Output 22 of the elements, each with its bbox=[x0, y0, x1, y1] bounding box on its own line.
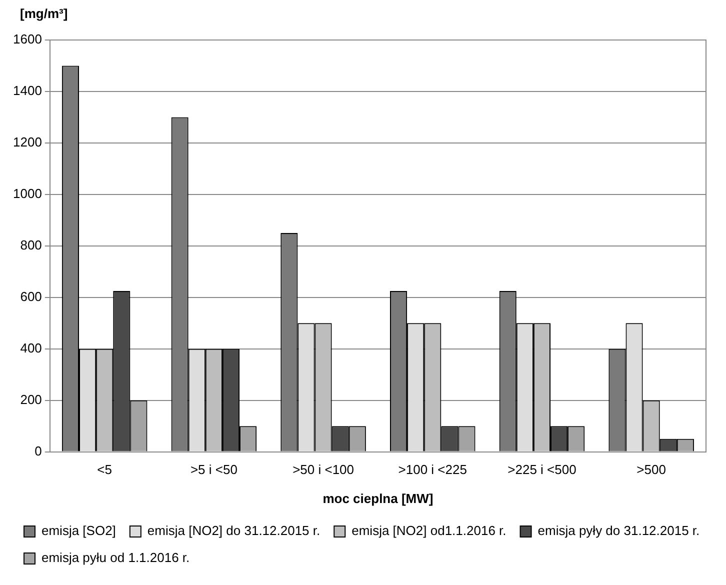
legend-label: emisja [SO2] bbox=[42, 523, 116, 538]
x-tick-label: >225 i <500 bbox=[508, 462, 576, 478]
y-tick-label: 200 bbox=[20, 392, 42, 407]
y-tick-label: 1200 bbox=[13, 134, 42, 150]
x-tick-label: <5 bbox=[97, 462, 112, 478]
y-tick-label: 600 bbox=[20, 288, 42, 304]
y-tick-label: 1600 bbox=[13, 32, 42, 47]
x-tick-label: >100 i <225 bbox=[398, 462, 467, 478]
y-tick-label: 0 bbox=[34, 443, 42, 458]
x-tick-label: >500 bbox=[636, 462, 666, 478]
y-tick-label: 1400 bbox=[13, 83, 42, 98]
legend-label: emisja [NO2] do 31.12.2015 r. bbox=[147, 523, 320, 538]
x-tick-label: >50 i <100 bbox=[292, 462, 354, 478]
y-axis-title: [mg/m³] bbox=[20, 6, 68, 22]
legend-label: emisja pyły do 31.12.2015 r. bbox=[538, 523, 700, 538]
legend-label: emisja [NO2] od1.1.2016 r. bbox=[352, 523, 506, 538]
legend-label: emisja pyłu od 1.1.2016 r. bbox=[42, 550, 190, 566]
y-tick-label: 400 bbox=[20, 340, 42, 356]
x-axis-title: moc cieplna [MW] bbox=[322, 490, 434, 506]
y-tick-label: 1000 bbox=[13, 186, 42, 202]
y-tick-label: 800 bbox=[20, 237, 42, 252]
x-tick-label: >5 i <50 bbox=[190, 462, 238, 478]
